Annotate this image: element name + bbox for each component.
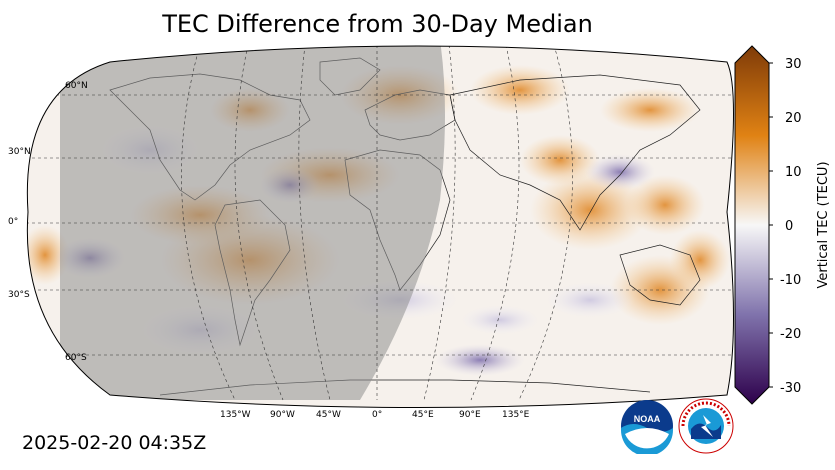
night-terminator-shading — [60, 46, 445, 400]
colorbar-tick-20: 20 — [785, 111, 802, 126]
lat-label-60s: 60°S — [65, 353, 87, 363]
nws-logo — [678, 398, 734, 454]
noaa-logo-text: NOAA — [634, 414, 661, 424]
tec-field — [27, 46, 734, 408]
colorbar-tick-30: 30 — [785, 57, 802, 72]
lat-label-0: 0° — [8, 217, 18, 227]
globe-outline — [26, 45, 734, 408]
chart-title: TEC Difference from 30-Day Median — [162, 10, 593, 38]
noaa-logo: NOAA — [621, 400, 673, 454]
lon-label-0: 0° — [372, 410, 382, 420]
lon-label-135w: 135°W — [220, 410, 251, 420]
lon-label-90w: 90°W — [270, 410, 295, 420]
lon-label-135e: 135°E — [502, 410, 530, 420]
colorbar-tick-10: 10 — [785, 165, 802, 180]
lon-label-90e: 90°E — [459, 410, 481, 420]
timestamp: 2025-02-20 04:35Z — [22, 432, 207, 454]
colorbar-tick-neg20: -20 — [780, 327, 801, 342]
colorbar-tick-neg10: -10 — [780, 273, 801, 288]
colorbar-axis-label: Vertical TEC (TECU) — [816, 161, 831, 288]
lon-label-45w: 45°W — [316, 410, 341, 420]
lat-label-60n: 60°N — [65, 81, 88, 91]
lon-label-45e: 45°E — [412, 410, 434, 420]
colorbar-tick-neg30: -30 — [780, 381, 801, 396]
colorbar-tick-0: 0 — [785, 219, 793, 234]
graticule — [27, 46, 734, 401]
lat-label-30n: 30°N — [8, 147, 31, 157]
colorbar-gradient — [734, 45, 770, 405]
lat-label-30s: 30°S — [8, 290, 30, 300]
colorbar: 30 20 10 0 -10 -20 -30 Vertical TEC (TEC… — [734, 45, 831, 405]
